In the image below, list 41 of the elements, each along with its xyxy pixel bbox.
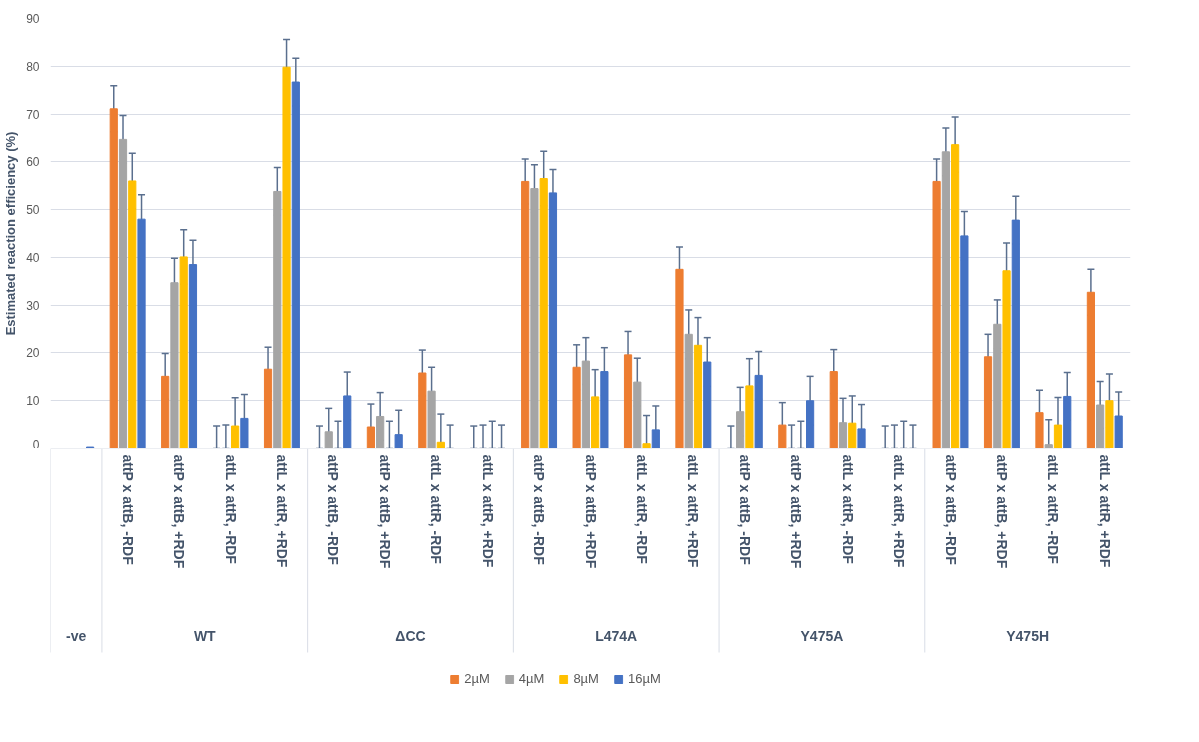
x-tick-label: attL x attR, -RDF [428, 454, 445, 565]
x-tick-label: attP x attB, -RDF [942, 454, 959, 566]
text: ΔCC [395, 627, 426, 644]
x-tick-label: attL x attR, -RDF [222, 454, 239, 565]
text: Y475H [1006, 627, 1050, 644]
x-tick-label: attL x attR, +RDF [273, 454, 290, 568]
x-tick-label: attL x attR, +RDF [1096, 454, 1113, 568]
text: Y475A [800, 627, 844, 644]
x-tick-label: attL x attR, +RDF [685, 454, 702, 568]
y-tick-label: 0 [32, 437, 40, 452]
text: WT [193, 627, 217, 644]
x-tick-label: attP x attB, -RDF [325, 454, 342, 566]
y-tick-label: 70 [26, 107, 40, 122]
x-tick-label: attP x attB, +RDF [171, 454, 188, 569]
y-axis-title: Estimated reaction efficiency (%) [3, 131, 19, 336]
x-tick-label: attL x attR, +RDF [479, 454, 496, 568]
x-tick-label: attP x attB, +RDF [993, 454, 1010, 569]
x-tick-label: attP x attB, +RDF [788, 454, 805, 569]
x-tick-label: attP x attB, +RDF [376, 454, 393, 569]
legend-label: 2µM [464, 671, 490, 686]
x-tick-label: attP x attB, -RDF [119, 454, 136, 566]
y-tick-label: 90 [26, 12, 40, 26]
x-tick-label: attL x attR, -RDF [633, 454, 650, 565]
y-tick-label: 60 [26, 155, 40, 170]
y-tick-label: 20 [26, 346, 40, 361]
legend-label: 4µM [518, 671, 545, 686]
x-tick-label: attP x attB, -RDF [531, 454, 548, 566]
text: L474A [595, 627, 638, 644]
y-tick-label: 30 [26, 298, 40, 313]
text: -ve [66, 627, 87, 644]
legend-label: 8µM [573, 671, 599, 686]
x-tick-label: attL x attR, +RDF [891, 454, 908, 568]
x-tick-label: attL x attR, -RDF [839, 454, 856, 565]
y-tick-label: 40 [26, 250, 40, 265]
x-tick-label: attL x attR, -RDF [1045, 454, 1062, 565]
legend-label: 16µM [627, 671, 661, 686]
y-tick-label: 50 [26, 203, 40, 218]
x-tick-label: attP x attB, -RDF [736, 454, 753, 566]
y-tick-label: 10 [26, 394, 40, 409]
y-tick-label: 80 [26, 59, 40, 74]
x-tick-label: attP x attB, +RDF [582, 454, 599, 569]
